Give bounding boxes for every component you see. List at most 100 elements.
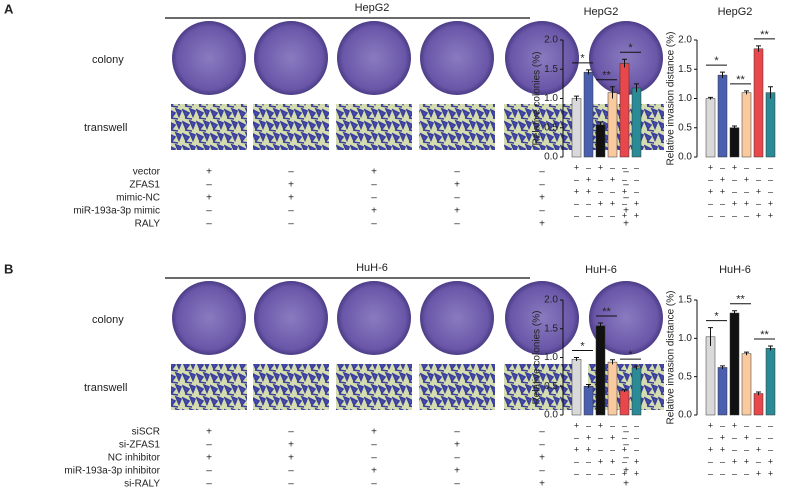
condition-sign: – [623,427,629,438]
y-tick-label: 0.5 [544,122,558,133]
condition-sign: – [371,219,377,230]
y-tick-label: 0.0 [544,410,558,421]
y-axis-label: Relative invasion distance (%) [666,291,677,425]
y-tick-label: 1.0 [678,333,692,344]
condition-sign: + [623,206,629,217]
error-bar [768,345,773,351]
y-tick-label: 1.5 [678,64,692,75]
sign: – [756,432,761,442]
sign: – [598,468,603,478]
sign: – [634,162,639,172]
bar [571,98,582,158]
condition-sign: + [539,453,545,464]
condition-sign: + [206,427,212,438]
sign: – [756,420,761,430]
chart-title: HepG2 [718,6,753,18]
colony-plate [254,21,328,95]
sign: + [744,456,749,466]
error-bar [586,69,591,75]
y-tick-label: 0.0 [678,152,692,163]
colony-plate [420,281,494,355]
error-bar [720,71,725,79]
sign: + [574,162,579,172]
condition-sign: – [623,453,629,464]
sign: – [622,456,627,466]
error-bar [732,310,737,316]
error-bar [622,389,627,392]
sign: + [622,468,627,478]
bar [705,336,716,416]
sign: + [768,198,773,208]
sign: + [598,198,603,208]
sign: – [610,186,615,196]
sign: + [610,456,615,466]
y-tick-label: 1.0 [544,352,558,363]
sign: + [586,444,591,454]
sign: – [634,432,639,442]
condition-label: miR-193a-3p mimic [73,206,160,217]
condition-sign: + [623,479,629,490]
sign: – [574,198,579,208]
colony-plate [337,281,411,355]
condition-sign: + [623,466,629,477]
sign: – [610,162,615,172]
transwell-image [419,104,495,150]
error-bar [720,365,725,369]
condition-sign: + [454,180,460,191]
condition-label: siSCR [132,427,160,438]
sign: – [744,420,749,430]
sign: – [586,210,591,220]
sign: + [756,210,761,220]
condition-sign: + [454,206,460,217]
bar [753,393,764,416]
error-bar [622,58,627,68]
sign: – [756,174,761,184]
sign: – [574,432,579,442]
condition-label: vector [133,167,161,178]
sign: – [744,468,749,478]
condition-sign: + [371,167,377,178]
sign: – [756,456,761,466]
condition-sign: – [623,167,629,178]
row-label: transwell [84,122,127,134]
transwell-image [171,104,247,150]
sign: + [732,420,737,430]
condition-sign: + [454,466,460,477]
sign: – [598,186,603,196]
sign: + [586,174,591,184]
sign: + [634,198,639,208]
bar [571,358,582,416]
condition-label: miR-193a-3p inhibitor [64,466,160,477]
sign: – [708,468,713,478]
bar [729,312,740,416]
colony-plate [337,21,411,95]
condition-sign: – [623,440,629,451]
sign: + [586,186,591,196]
y-tick-label: 1.0 [544,93,558,104]
significance: ** [760,329,769,341]
significance: ** [760,29,769,41]
condition-sign: – [623,193,629,204]
condition-sign: + [623,219,629,230]
bar [583,386,594,416]
condition-sign: + [454,440,460,451]
error-bar [634,365,639,370]
colony-plate [589,21,663,95]
error-bar [610,359,615,365]
sign: – [732,468,737,478]
sign: + [720,186,725,196]
sign: + [574,186,579,196]
condition-sign: – [454,167,460,178]
sign: – [586,456,591,466]
condition-label: ZFAS1 [129,180,160,191]
error-bar [574,357,579,361]
sign: + [744,432,749,442]
condition-sign: + [288,193,294,204]
bar [619,63,630,158]
sign: – [720,420,725,430]
sign: – [586,162,591,172]
error-bar [574,95,579,101]
sign: – [598,174,603,184]
sign: + [708,186,713,196]
